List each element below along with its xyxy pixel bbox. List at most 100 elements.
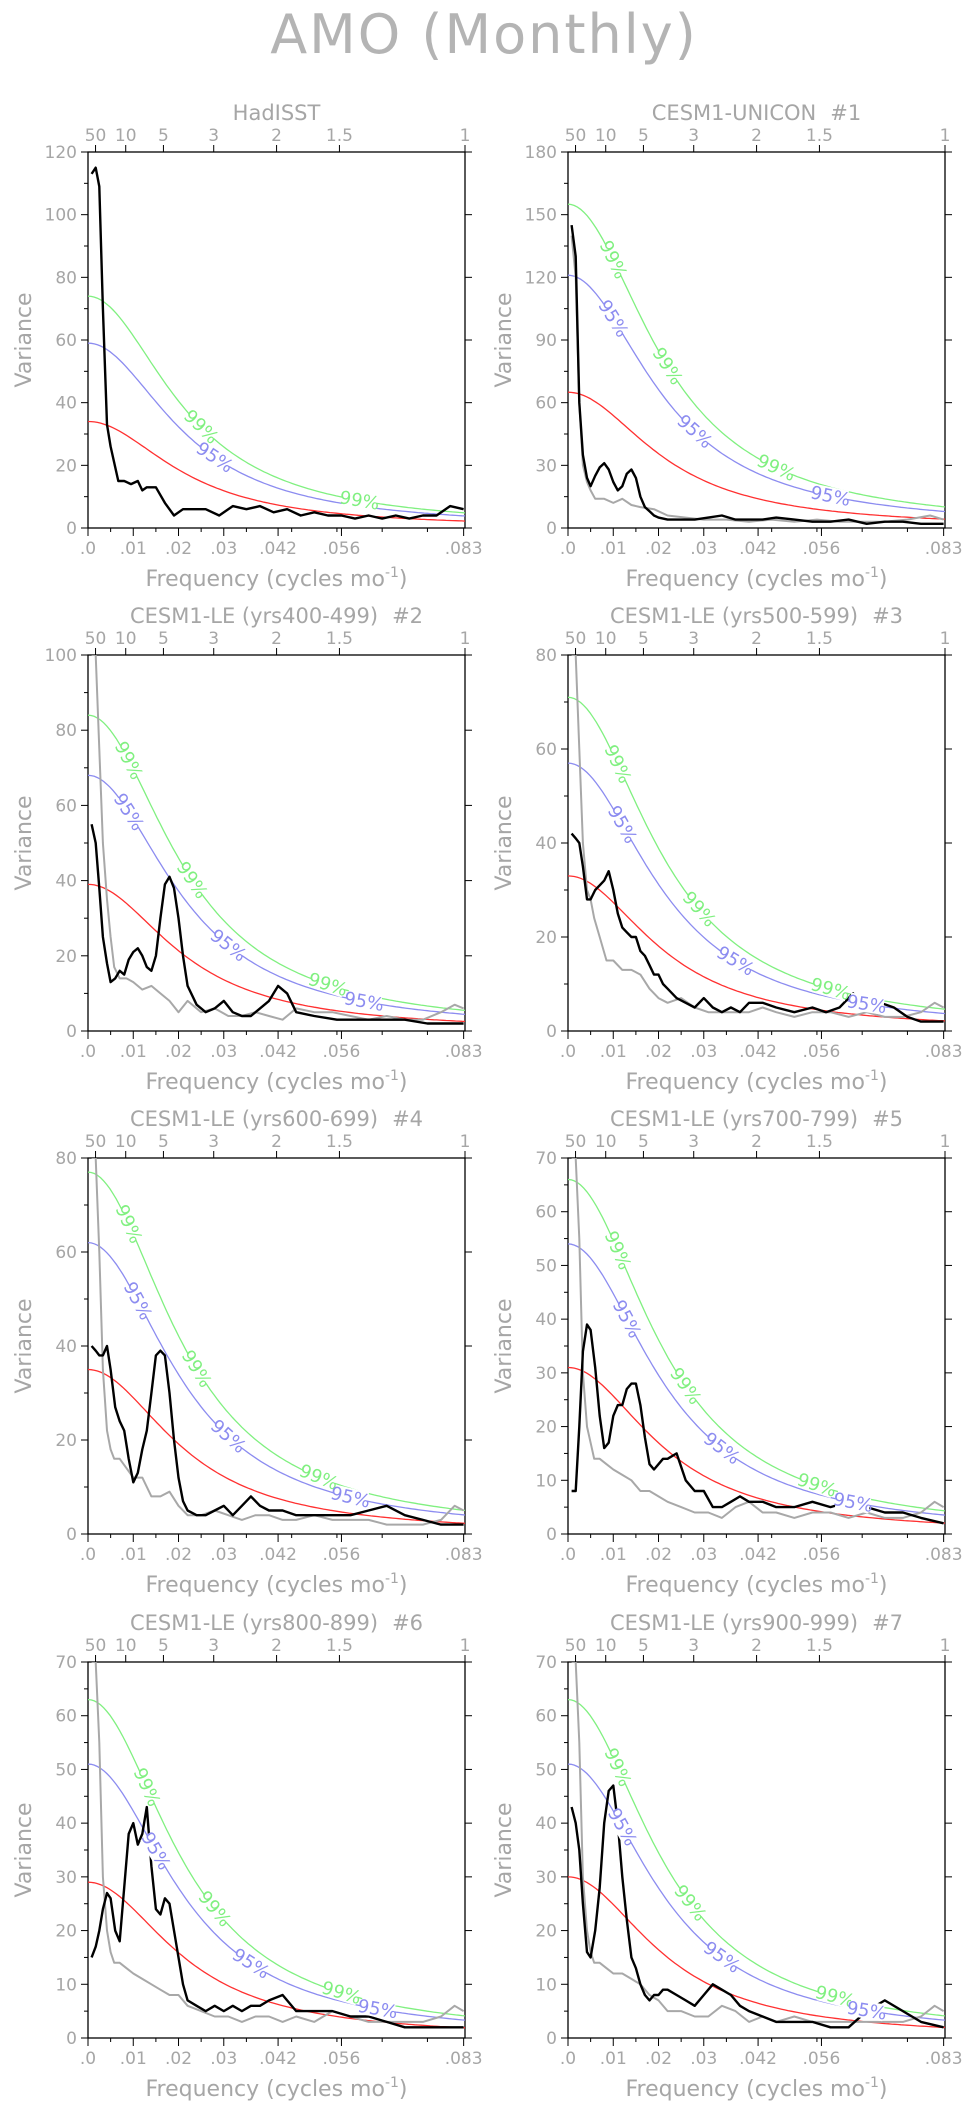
x-tick-label: .056 xyxy=(803,1545,841,1565)
top-tick-label: 1.5 xyxy=(326,1636,353,1656)
y-tick-label: 0 xyxy=(66,2029,77,2049)
x-axis-label-end: ) xyxy=(399,2077,408,2102)
y-tick-label: 60 xyxy=(55,1707,77,1727)
x-tick-label: .02 xyxy=(165,1042,192,1062)
label-mask xyxy=(597,299,630,338)
top-tick-label: 5 xyxy=(638,1132,649,1152)
sig99-curve xyxy=(568,203,945,508)
label-99: 99% xyxy=(808,974,852,1005)
y-tick-label: 60 xyxy=(535,394,557,414)
label-95: 95% xyxy=(228,1944,273,1983)
reference-spectrum-line xyxy=(570,235,944,523)
label-mask xyxy=(603,1231,633,1270)
label-mask xyxy=(175,860,210,899)
top-tick-label: 2 xyxy=(751,1636,762,1656)
plot-frame xyxy=(567,1661,946,2039)
x-tick-label: .083 xyxy=(925,539,963,559)
y-tick-label: 60 xyxy=(55,331,77,351)
x-tick-label: .056 xyxy=(803,2049,841,2069)
top-tick-label: 2 xyxy=(271,629,282,649)
y-tick-label: 70 xyxy=(535,1653,557,1673)
y-tick-label: 20 xyxy=(55,947,77,967)
y-axis-label: Variance xyxy=(492,795,517,890)
label-99: 99% xyxy=(172,858,212,903)
label-99: 99% xyxy=(177,1346,216,1391)
y-tick-label: 20 xyxy=(55,1922,77,1942)
x-tick-label: .01 xyxy=(600,2049,627,2069)
x-tick-label: .056 xyxy=(323,1042,361,1062)
x-axis-label-text: Frequency (cycles mo xyxy=(626,1573,865,1598)
y-tick-label: 40 xyxy=(535,834,557,854)
label-99: 99% xyxy=(338,487,381,515)
x-tick-label: .0 xyxy=(80,1042,96,1062)
top-tick-label: 2 xyxy=(271,1132,282,1152)
x-tick-label: .083 xyxy=(445,1545,483,1565)
top-tick-label: 1.5 xyxy=(326,629,353,649)
label-mask xyxy=(703,1430,741,1466)
top-tick-label: 3 xyxy=(208,1636,219,1656)
label-99: 99% xyxy=(665,1364,705,1409)
label-95: 95% xyxy=(206,1416,250,1458)
label-mask xyxy=(210,1418,247,1454)
top-tick-label: 10 xyxy=(595,629,617,649)
x-tick-label: .042 xyxy=(739,2049,777,2069)
reference-spectrum-line xyxy=(91,1158,465,1526)
x-tick-label: .0 xyxy=(80,539,96,559)
label-mask xyxy=(322,1979,361,2006)
red-noise-curve xyxy=(88,420,465,522)
label-mask xyxy=(611,1299,643,1338)
plot-area: 99%99%99%95%95%95% xyxy=(568,1158,945,1525)
y-tick-label: 120 xyxy=(525,268,557,288)
x-tick-label: .083 xyxy=(445,2049,483,2069)
label-mask xyxy=(345,989,383,1013)
label-mask xyxy=(180,1349,214,1388)
label-99: 99% xyxy=(305,969,350,1001)
x-tick-label: .03 xyxy=(690,1545,717,1565)
label-mask xyxy=(798,1471,836,1499)
x-axis-label-sup: -1 xyxy=(385,1068,399,1084)
top-tick-label: 10 xyxy=(115,1636,137,1656)
top-tick-label: 5 xyxy=(638,1636,649,1656)
y-tick-label: 120 xyxy=(45,143,77,163)
top-tick-label: 10 xyxy=(115,629,137,649)
x-tick-label: .01 xyxy=(120,2049,147,2069)
panel-title: CESM1-LE (yrs800-899) #6 xyxy=(130,1611,423,1635)
plot-frame xyxy=(87,151,466,529)
label-mask xyxy=(676,413,714,449)
x-tick-label: .03 xyxy=(210,1545,237,1565)
spectrum-line xyxy=(571,1323,944,1525)
x-tick-label: .01 xyxy=(600,1545,627,1565)
label-95: 95% xyxy=(831,1489,874,1517)
x-tick-label: .03 xyxy=(210,1042,237,1062)
x-axis-label-sup: -1 xyxy=(865,1571,879,1587)
y-tick-label: 80 xyxy=(535,646,557,666)
sig99-curve xyxy=(88,714,465,1012)
top-tick-label: 50 xyxy=(85,126,107,146)
x-tick-label: .056 xyxy=(803,539,841,559)
y-tick-label: 60 xyxy=(55,796,77,816)
red-noise-curve xyxy=(568,1366,945,1524)
top-tick-label: 1 xyxy=(940,126,951,146)
x-axis-label-end: ) xyxy=(879,1573,888,1598)
top-tick-label: 3 xyxy=(688,126,699,146)
top-tick-label: 1 xyxy=(940,629,951,649)
y-tick-label: 30 xyxy=(535,1868,557,1888)
panel-title: CESM1-LE (yrs700-799) #5 xyxy=(610,1107,903,1131)
panel-number: #5 xyxy=(872,1107,903,1131)
label-99: 99% xyxy=(599,1745,635,1790)
y-tick-label: 60 xyxy=(535,1203,557,1223)
label-95: 95% xyxy=(603,802,641,847)
y-axis-label: Variance xyxy=(492,292,517,387)
label-mask xyxy=(196,440,234,474)
top-tick-label: 3 xyxy=(208,629,219,649)
label-mask xyxy=(606,805,639,844)
spectrum-line xyxy=(90,823,464,1025)
y-tick-label: 40 xyxy=(535,1814,557,1834)
x-axis-label-sup: -1 xyxy=(385,565,399,581)
label-mask xyxy=(359,1997,396,2020)
label-mask xyxy=(332,1484,370,1510)
x-axis-label-end: ) xyxy=(399,1573,408,1598)
top-tick-label: 10 xyxy=(595,1636,617,1656)
plot-area: 99%99%99%95%95%95% xyxy=(88,1662,465,2029)
panel-title-text: HadISST xyxy=(233,101,321,125)
